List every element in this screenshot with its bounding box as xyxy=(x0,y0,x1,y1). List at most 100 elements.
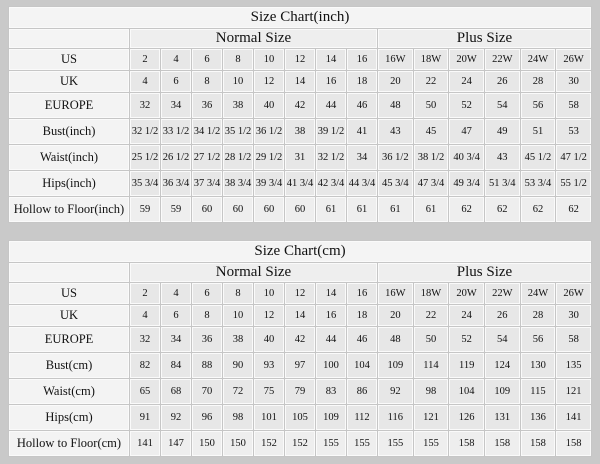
size-cell: 33 1/2 xyxy=(160,118,192,145)
size-cell: 18W xyxy=(412,282,450,305)
normal-size-header: Normal Size xyxy=(129,28,378,49)
size-cell: 50 xyxy=(412,326,450,353)
size-cell: 40 xyxy=(253,92,285,119)
size-cell: 62 xyxy=(519,196,557,223)
size-cell: 26 xyxy=(483,304,521,327)
size-cell: 147 xyxy=(160,430,192,457)
size-cell: 26 1/2 xyxy=(160,144,192,171)
size-cell: 158 xyxy=(519,430,557,457)
size-cell: 14 xyxy=(284,304,316,327)
size-cell: 109 xyxy=(315,404,347,431)
size-cell: 155 xyxy=(346,430,378,457)
size-cell: 59 xyxy=(129,196,161,223)
size-cell: 36 1/2 xyxy=(253,118,285,145)
size-cell: 58 xyxy=(555,92,592,119)
size-cell: 91 xyxy=(129,404,161,431)
size-cell: 8 xyxy=(222,48,254,71)
size-cell: 6 xyxy=(160,304,192,327)
size-cell: 4 xyxy=(129,304,161,327)
size-cell: 53 xyxy=(555,118,592,145)
size-cell: 79 xyxy=(284,378,316,405)
size-cell: 32 1/2 xyxy=(315,144,347,171)
size-cell: 100 xyxy=(315,352,347,379)
table-row: UK 4 6 8 10 12 14 16 18 20 22 24 26 28 30 xyxy=(8,70,592,93)
size-cell: 36 xyxy=(191,92,223,119)
row-label: Waist(cm) xyxy=(8,378,130,405)
size-cell: 20 xyxy=(377,304,414,327)
size-cell: 20W xyxy=(448,48,485,71)
size-cell: 119 xyxy=(448,352,485,379)
size-cell: 150 xyxy=(222,430,254,457)
size-cell: 47 xyxy=(448,118,485,145)
size-cell: 45 xyxy=(412,118,450,145)
size-cell: 70 xyxy=(191,378,223,405)
size-cell: 48 xyxy=(377,92,414,119)
table-row: US 2 4 6 8 10 12 14 16 16W 18W 20W 22W 24W 26W xyxy=(8,48,592,71)
size-cell: 109 xyxy=(377,352,414,379)
size-cell: 121 xyxy=(412,404,450,431)
size-cell: 60 xyxy=(284,196,316,223)
size-group-header-row: Normal Size Plus Size xyxy=(8,262,592,283)
size-cell: 49 3/4 xyxy=(448,170,485,197)
size-cell: 12 xyxy=(253,304,285,327)
table-title-row: Size Chart(cm) xyxy=(8,240,592,263)
size-cell: 30 xyxy=(555,304,592,327)
size-cell: 155 xyxy=(377,430,414,457)
size-cell: 38 3/4 xyxy=(222,170,254,197)
size-cell: 61 xyxy=(377,196,414,223)
size-cell: 105 xyxy=(284,404,316,431)
size-cell: 39 1/2 xyxy=(315,118,347,145)
size-cell: 45 3/4 xyxy=(377,170,414,197)
size-cell: 46 xyxy=(346,326,378,353)
size-cell: 52 xyxy=(448,326,485,353)
size-cell: 54 xyxy=(483,326,521,353)
size-cell: 155 xyxy=(412,430,450,457)
size-cell: 43 xyxy=(483,144,521,171)
size-cell: 8 xyxy=(191,70,223,93)
size-cell: 72 xyxy=(222,378,254,405)
size-cell: 40 3/4 xyxy=(448,144,485,171)
size-cell: 44 xyxy=(315,92,347,119)
size-cell: 36 xyxy=(191,326,223,353)
size-cell: 41 xyxy=(346,118,378,145)
size-cell: 136 xyxy=(519,404,557,431)
size-cell: 61 xyxy=(412,196,450,223)
size-cell: 2 xyxy=(129,48,161,71)
size-cell: 12 xyxy=(253,70,285,93)
size-cell: 45 1/2 xyxy=(519,144,557,171)
size-cell: 68 xyxy=(160,378,192,405)
size-cell: 158 xyxy=(448,430,485,457)
size-cell: 150 xyxy=(191,430,223,457)
size-cell: 16 xyxy=(346,282,378,305)
size-cell: 6 xyxy=(191,48,223,71)
size-cell: 48 xyxy=(377,326,414,353)
size-cell: 28 xyxy=(519,70,557,93)
size-cell: 22 xyxy=(412,304,450,327)
size-cell: 55 1/2 xyxy=(555,170,592,197)
size-cell: 62 xyxy=(448,196,485,223)
row-label: Waist(inch) xyxy=(8,144,130,171)
size-cell: 10 xyxy=(253,282,285,305)
table-row: UK 4 6 8 10 12 14 16 18 20 22 24 26 28 30 xyxy=(8,304,592,327)
size-cell: 60 xyxy=(222,196,254,223)
size-cell: 24 xyxy=(448,304,485,327)
size-cell: 84 xyxy=(160,352,192,379)
table-row: EUROPE 32 34 36 38 40 42 44 46 48 50 52 54 56 58 xyxy=(8,326,592,353)
size-cell: 30 xyxy=(555,70,592,93)
size-cell: 130 xyxy=(519,352,557,379)
size-cell: 104 xyxy=(346,352,378,379)
row-label: Bust(inch) xyxy=(8,118,130,145)
size-cell: 16W xyxy=(377,282,414,305)
size-cell: 29 1/2 xyxy=(253,144,285,171)
table-title-row: Size Chart(inch) xyxy=(8,6,592,29)
table-title: Size Chart(inch) xyxy=(8,6,592,29)
size-cell: 26W xyxy=(555,282,592,305)
size-cell: 4 xyxy=(160,282,192,305)
normal-size-header: Normal Size xyxy=(129,262,378,283)
size-cell: 22 xyxy=(412,70,450,93)
size-cell: 32 1/2 xyxy=(129,118,161,145)
size-cell: 83 xyxy=(315,378,347,405)
size-cell: 14 xyxy=(315,48,347,71)
size-cell: 35 3/4 xyxy=(129,170,161,197)
